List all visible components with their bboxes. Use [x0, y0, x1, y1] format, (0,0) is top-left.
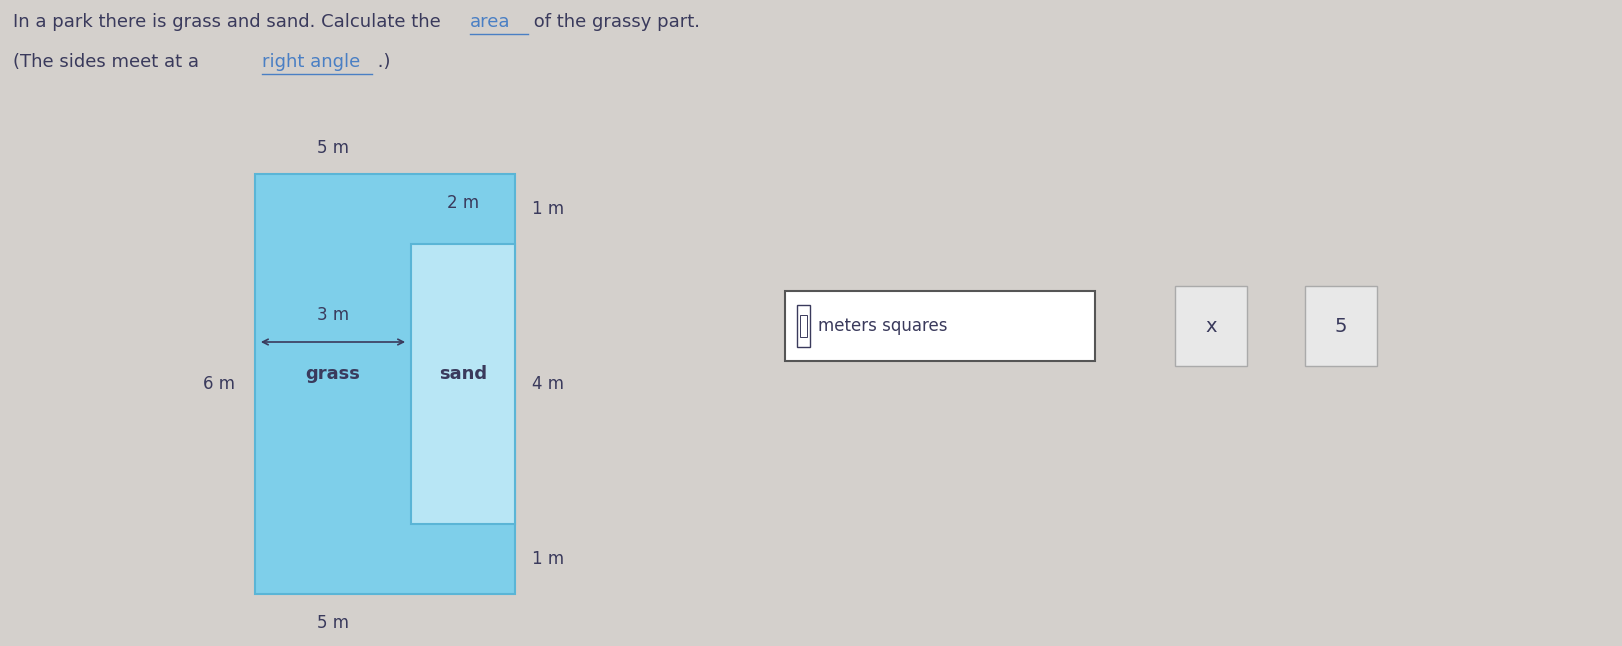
Text: 1 m: 1 m: [532, 200, 564, 218]
Text: right angle: right angle: [263, 53, 360, 71]
Text: 5 m: 5 m: [316, 614, 349, 632]
Bar: [800, 315, 808, 337]
Text: 2 m: 2 m: [448, 194, 478, 213]
Text: of the grassy part.: of the grassy part.: [529, 13, 701, 31]
Text: 5 m: 5 m: [316, 139, 349, 157]
Bar: [255, 174, 516, 594]
Text: area: area: [470, 13, 511, 31]
Text: grass: grass: [305, 365, 360, 383]
Bar: [1174, 286, 1247, 366]
Text: 5: 5: [1335, 317, 1348, 335]
Text: 1 m: 1 m: [532, 550, 564, 568]
Text: meters squares: meters squares: [817, 317, 947, 335]
Text: sand: sand: [440, 365, 487, 383]
Bar: [785, 291, 1095, 361]
Text: 3 m: 3 m: [316, 306, 349, 324]
Text: 4 m: 4 m: [532, 375, 564, 393]
Bar: [410, 244, 516, 524]
Text: In a park there is grass and sand. Calculate the: In a park there is grass and sand. Calcu…: [13, 13, 446, 31]
Text: 6 m: 6 m: [203, 375, 235, 393]
Text: x: x: [1205, 317, 1216, 335]
Bar: [796, 305, 809, 347]
Bar: [1306, 286, 1377, 366]
Text: .): .): [371, 53, 391, 71]
Text: (The sides meet at a: (The sides meet at a: [13, 53, 204, 71]
